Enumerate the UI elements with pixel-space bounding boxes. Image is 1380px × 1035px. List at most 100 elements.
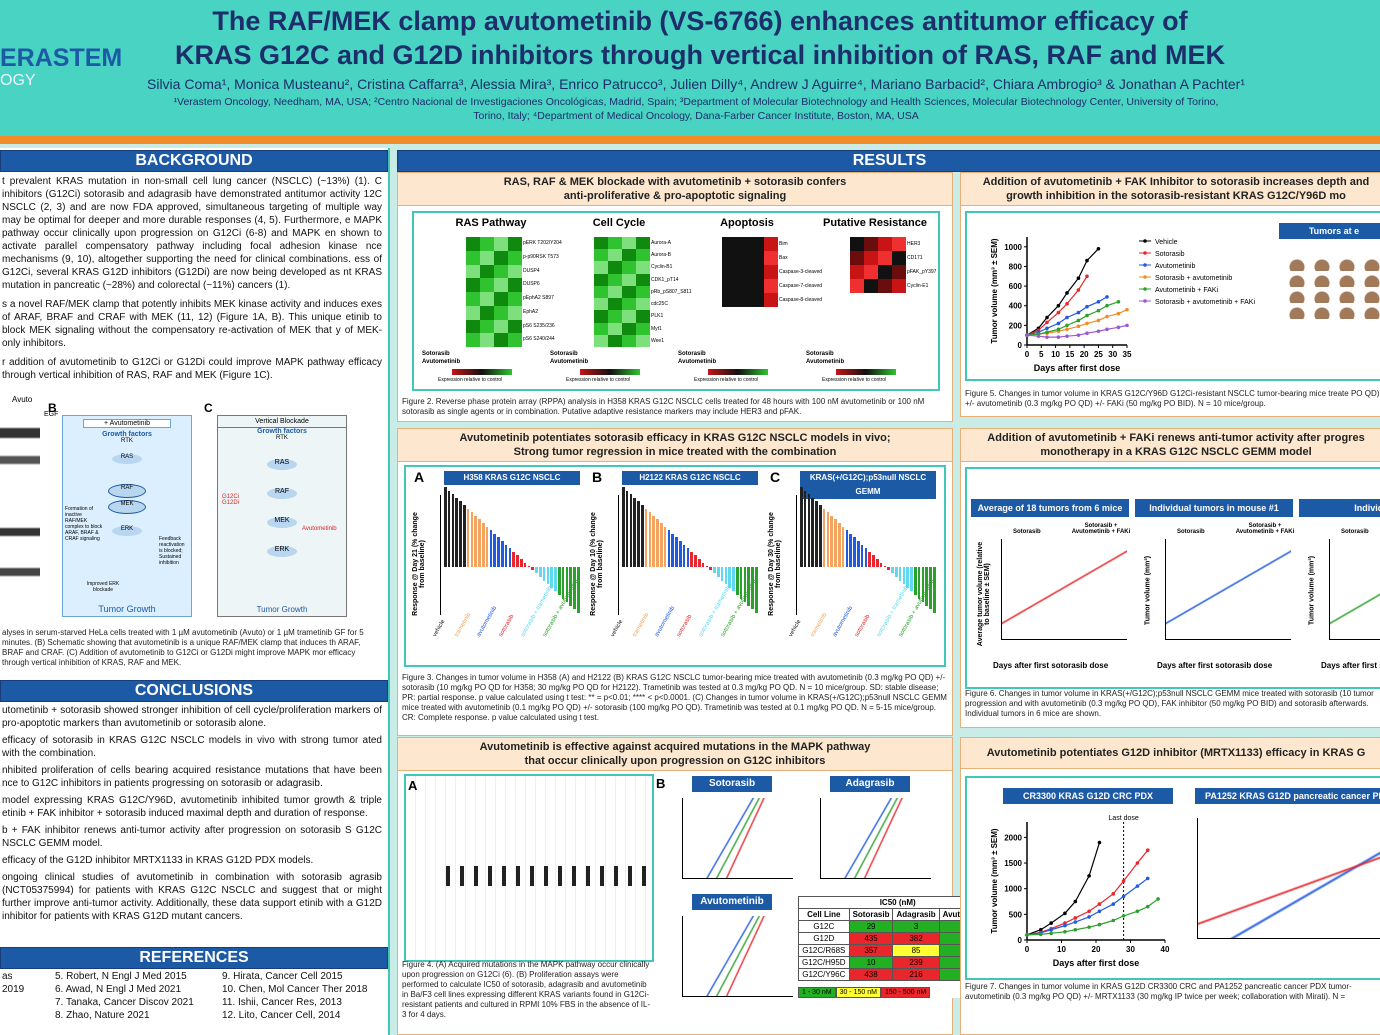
caption: alyses in serum-starved HeLa cells treat… [2,628,364,667]
node: ERK [112,526,142,536]
waterfall-bar [629,494,633,567]
waterfall-bar [868,551,871,567]
caption: Figure 4. (A) Acquired mutations in the … [402,960,651,1019]
data-point [1087,909,1091,914]
waterfall-bar [622,487,625,567]
data-point [1039,932,1043,937]
heatmap-cell [480,264,494,279]
data-point [1156,897,1160,901]
legend-marker [1143,263,1147,267]
waterfall-bar [841,526,845,567]
waterfall-bar [891,567,894,574]
header [0,0,1380,136]
reference: 5. Robert, N Engl J Med 2015 [55,971,187,982]
heatmap-cell [750,251,764,265]
heatmap-cell [864,265,878,279]
schematic-b: + Avutometinib Growth factors RTK RAS RA… [62,415,192,617]
axis [618,495,619,615]
schematic-c: Vertical Blockade Growth factors RTK RAS… [217,415,347,617]
waterfall-bar [493,533,496,567]
data-point [1085,258,1089,263]
row-label: Sotorasib [806,351,834,357]
data-point [1073,927,1078,932]
heatmap-cell [508,319,522,334]
reference: as [2,971,13,982]
data-point [1116,325,1121,330]
chart-title: H2122 KRAS G12C NSCLC [622,471,758,485]
heatmap-cell [494,278,508,292]
label: Vertical Blockade [218,416,346,428]
data-point [1073,899,1078,904]
tumor-photos [1285,255,1380,319]
heatmap-cell [722,237,736,251]
heatmap-cell [764,279,778,293]
note: Formation of inactive RAF/MEK complex to… [65,506,103,542]
label: RTK [121,438,133,444]
title-line: The RAF/MEK clamp avutometinib (VS-6766)… [212,6,1188,36]
waterfall-bar [663,526,667,567]
panel-title: RAS, RAF & MEK blockade with avutometini… [398,173,952,206]
panel-letter: A [414,469,425,485]
waterfall-bar [898,567,902,581]
title-line: Avutometinib is effective against acquir… [479,741,871,753]
data-point [1076,318,1081,323]
color-scale [708,369,768,375]
node: RAF [108,484,146,498]
marker-label: Aurora-A [651,240,672,246]
x-tick-label: 5 [1039,350,1044,359]
figure-2: RAS, RAF & MEK blockade with avutometini… [397,172,953,422]
waterfall-bar [504,544,508,567]
curve-box [682,916,793,997]
y-tick-label: 200 [1009,321,1023,330]
table: IC50 (nM)Cell LineSotorasibAdagrasibAvut… [797,896,998,981]
heatmap-cell [736,293,750,307]
marker-label: CD171 [907,255,923,261]
panel-name: Cell Cycle [592,217,646,229]
cell: 382 [892,932,940,945]
waterfall-bar [573,567,576,610]
heatmap-cell [494,305,508,320]
waterfall-bar [694,555,697,567]
heatmap-cell [636,249,650,262]
heatmap-cell [480,292,494,306]
data-point [1065,291,1069,295]
marker-label: CDK1_pT14 [651,276,679,283]
data-point [1073,920,1078,924]
title-line: anti-proliferative & pro-apoptotic signa… [563,190,787,202]
y-tick-label: 1500 [1004,859,1022,868]
label: Growth factors [257,428,307,435]
legend-label: Sotorasib + avutometinib [1155,275,1232,282]
legend-item: 30 - 150 nM [835,987,881,998]
group-label: sotorasib [498,613,516,638]
x-tick-label: 30 [1108,350,1117,359]
drug-tab: Adagrasib [830,776,910,792]
heatmap-cell [594,285,608,299]
waterfall-bar [561,567,565,599]
waterfall-bar [709,567,712,570]
waterfall-bar [463,505,466,567]
reference: 2019 [2,984,25,995]
waterfall-bar [857,541,860,567]
waterfall-bar [482,523,485,567]
x-tick-label: 0 [1025,350,1030,359]
color-scale [580,369,640,375]
heatmap-cell [608,334,622,347]
cell: 357 [848,944,894,957]
data-point [1116,300,1121,304]
cell: G12C/Y96C [798,968,850,981]
title-line: monotherapy in a KRAS G12C NSCLC GEMM mo… [1040,446,1312,458]
figure-3: Avutometinib potentiates sotorasib effic… [397,428,953,736]
title-line: Addition of avutometinib + FAK Inhibitor… [982,176,1370,188]
marker-label: PLK1 [651,313,664,320]
figure-5: Addition of avutometinib + FAK Inhibitor… [960,172,1380,417]
data-point [1087,915,1091,919]
marker-label: Caspase-8-cleaved [779,297,823,303]
phase: Sotorasib + Avutometinib + FAKi [1071,523,1131,535]
chart-title: CR3300 KRAS G12D CRC PDX [1003,788,1173,804]
data-point [1096,246,1101,251]
heatmap-cell [892,265,906,279]
x-tick-label: 0 [1025,945,1030,954]
waterfall-bar [489,530,493,567]
node: MEK [108,500,146,514]
